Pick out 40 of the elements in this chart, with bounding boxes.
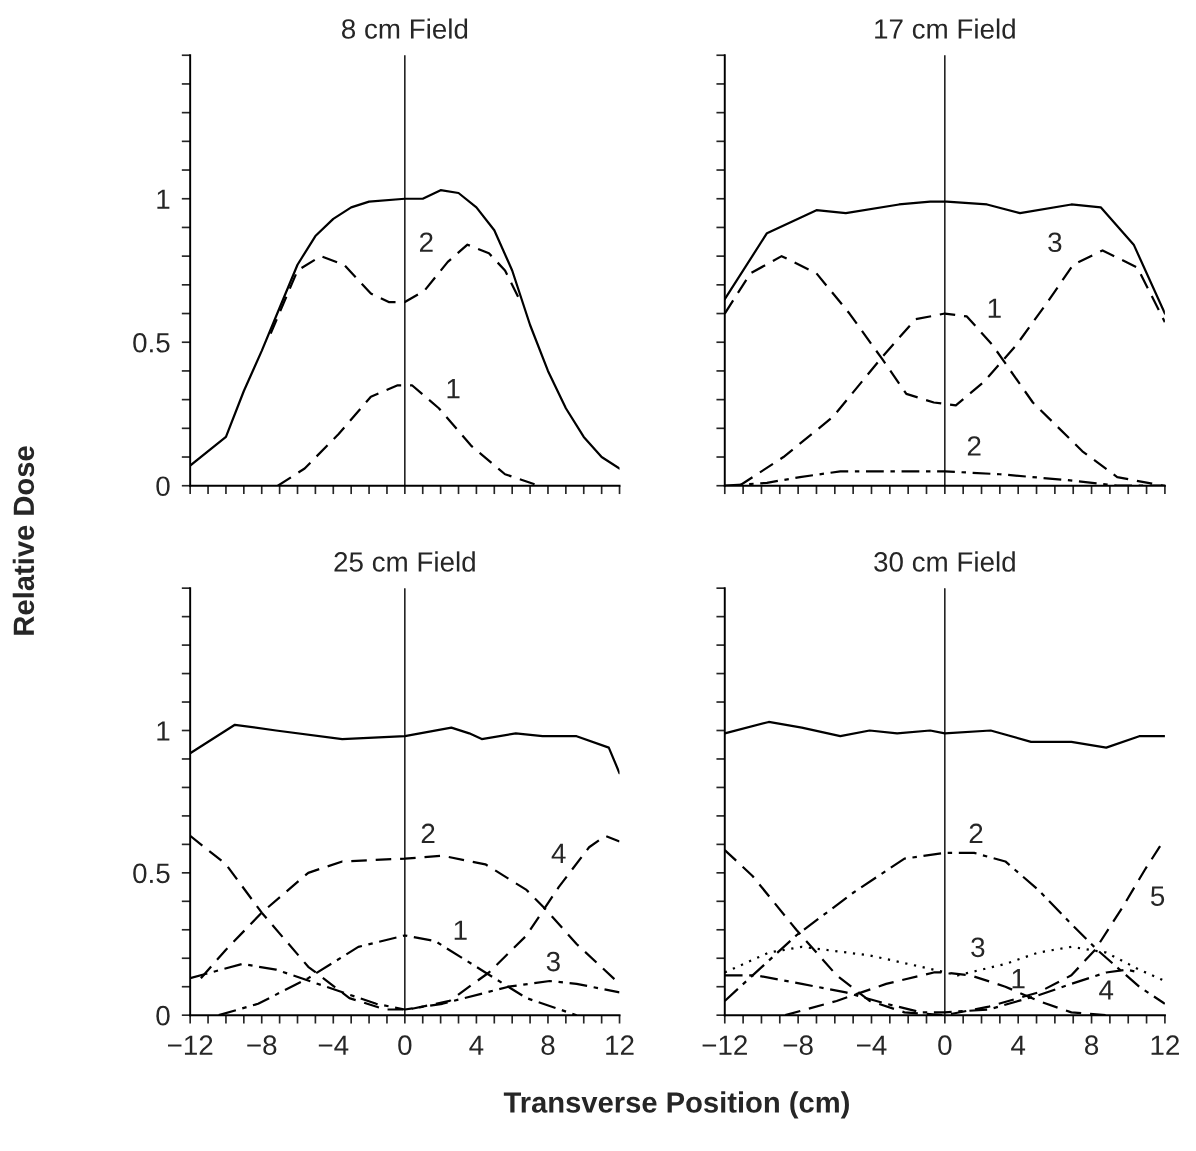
chart-title: 30 cm Field — [874, 551, 1015, 572]
series-label: 2 — [967, 436, 981, 456]
series-label: 1 — [988, 298, 1001, 318]
x-tick-label: 8 — [1085, 1035, 1099, 1056]
series-label: 2 — [421, 823, 435, 844]
x-tick-label: 12 — [606, 1035, 634, 1055]
y-axis-title: Relative Dose — [12, 446, 35, 635]
x-tick-label: −8 — [247, 1035, 277, 1056]
x-tick-label: −8 — [783, 1035, 813, 1056]
y-tick-label: 0 — [156, 476, 170, 497]
x-tick-label: −12 — [702, 1035, 747, 1055]
x-tick-label: −4 — [857, 1035, 887, 1055]
x-tick-label: 8 — [541, 1035, 555, 1056]
y-tick-label: 1 — [157, 721, 170, 741]
chart-title: 8 cm Field — [342, 18, 468, 39]
series-label: 1 — [454, 920, 467, 940]
x-tick-label: −4 — [318, 1035, 349, 1055]
y-tick-label: 0.5 — [133, 863, 170, 884]
x-tick-label: 12 — [1151, 1035, 1179, 1055]
x-tick-label: 4 — [1011, 1035, 1026, 1055]
x-tick-label: 0 — [938, 1035, 952, 1056]
y-tick-label: 1 — [157, 189, 170, 209]
series-label: 3 — [971, 937, 985, 958]
series-label: 3 — [546, 951, 560, 972]
x-tick-label: 4 — [469, 1035, 484, 1055]
x-tick-label: 0 — [398, 1035, 412, 1056]
y-tick-label: 0.5 — [133, 332, 170, 353]
series-label: 3 — [1048, 232, 1062, 253]
series-label: 1 — [447, 379, 460, 399]
series-label: 2 — [969, 823, 983, 844]
chart-title: 25 cm Field — [334, 551, 475, 572]
series-label: 4 — [1099, 980, 1114, 1000]
chart-title: 17 cm Field — [875, 18, 1015, 39]
series-label: 2 — [419, 232, 433, 252]
x-axis-title: Transverse Position (cm) — [503, 1091, 849, 1119]
x-tick-label: −12 — [167, 1035, 213, 1055]
y-tick-label: 0 — [156, 1005, 170, 1026]
series-label: 1 — [1012, 969, 1025, 989]
series-label: 4 — [551, 843, 566, 863]
series-label: 5 — [1150, 886, 1165, 906]
